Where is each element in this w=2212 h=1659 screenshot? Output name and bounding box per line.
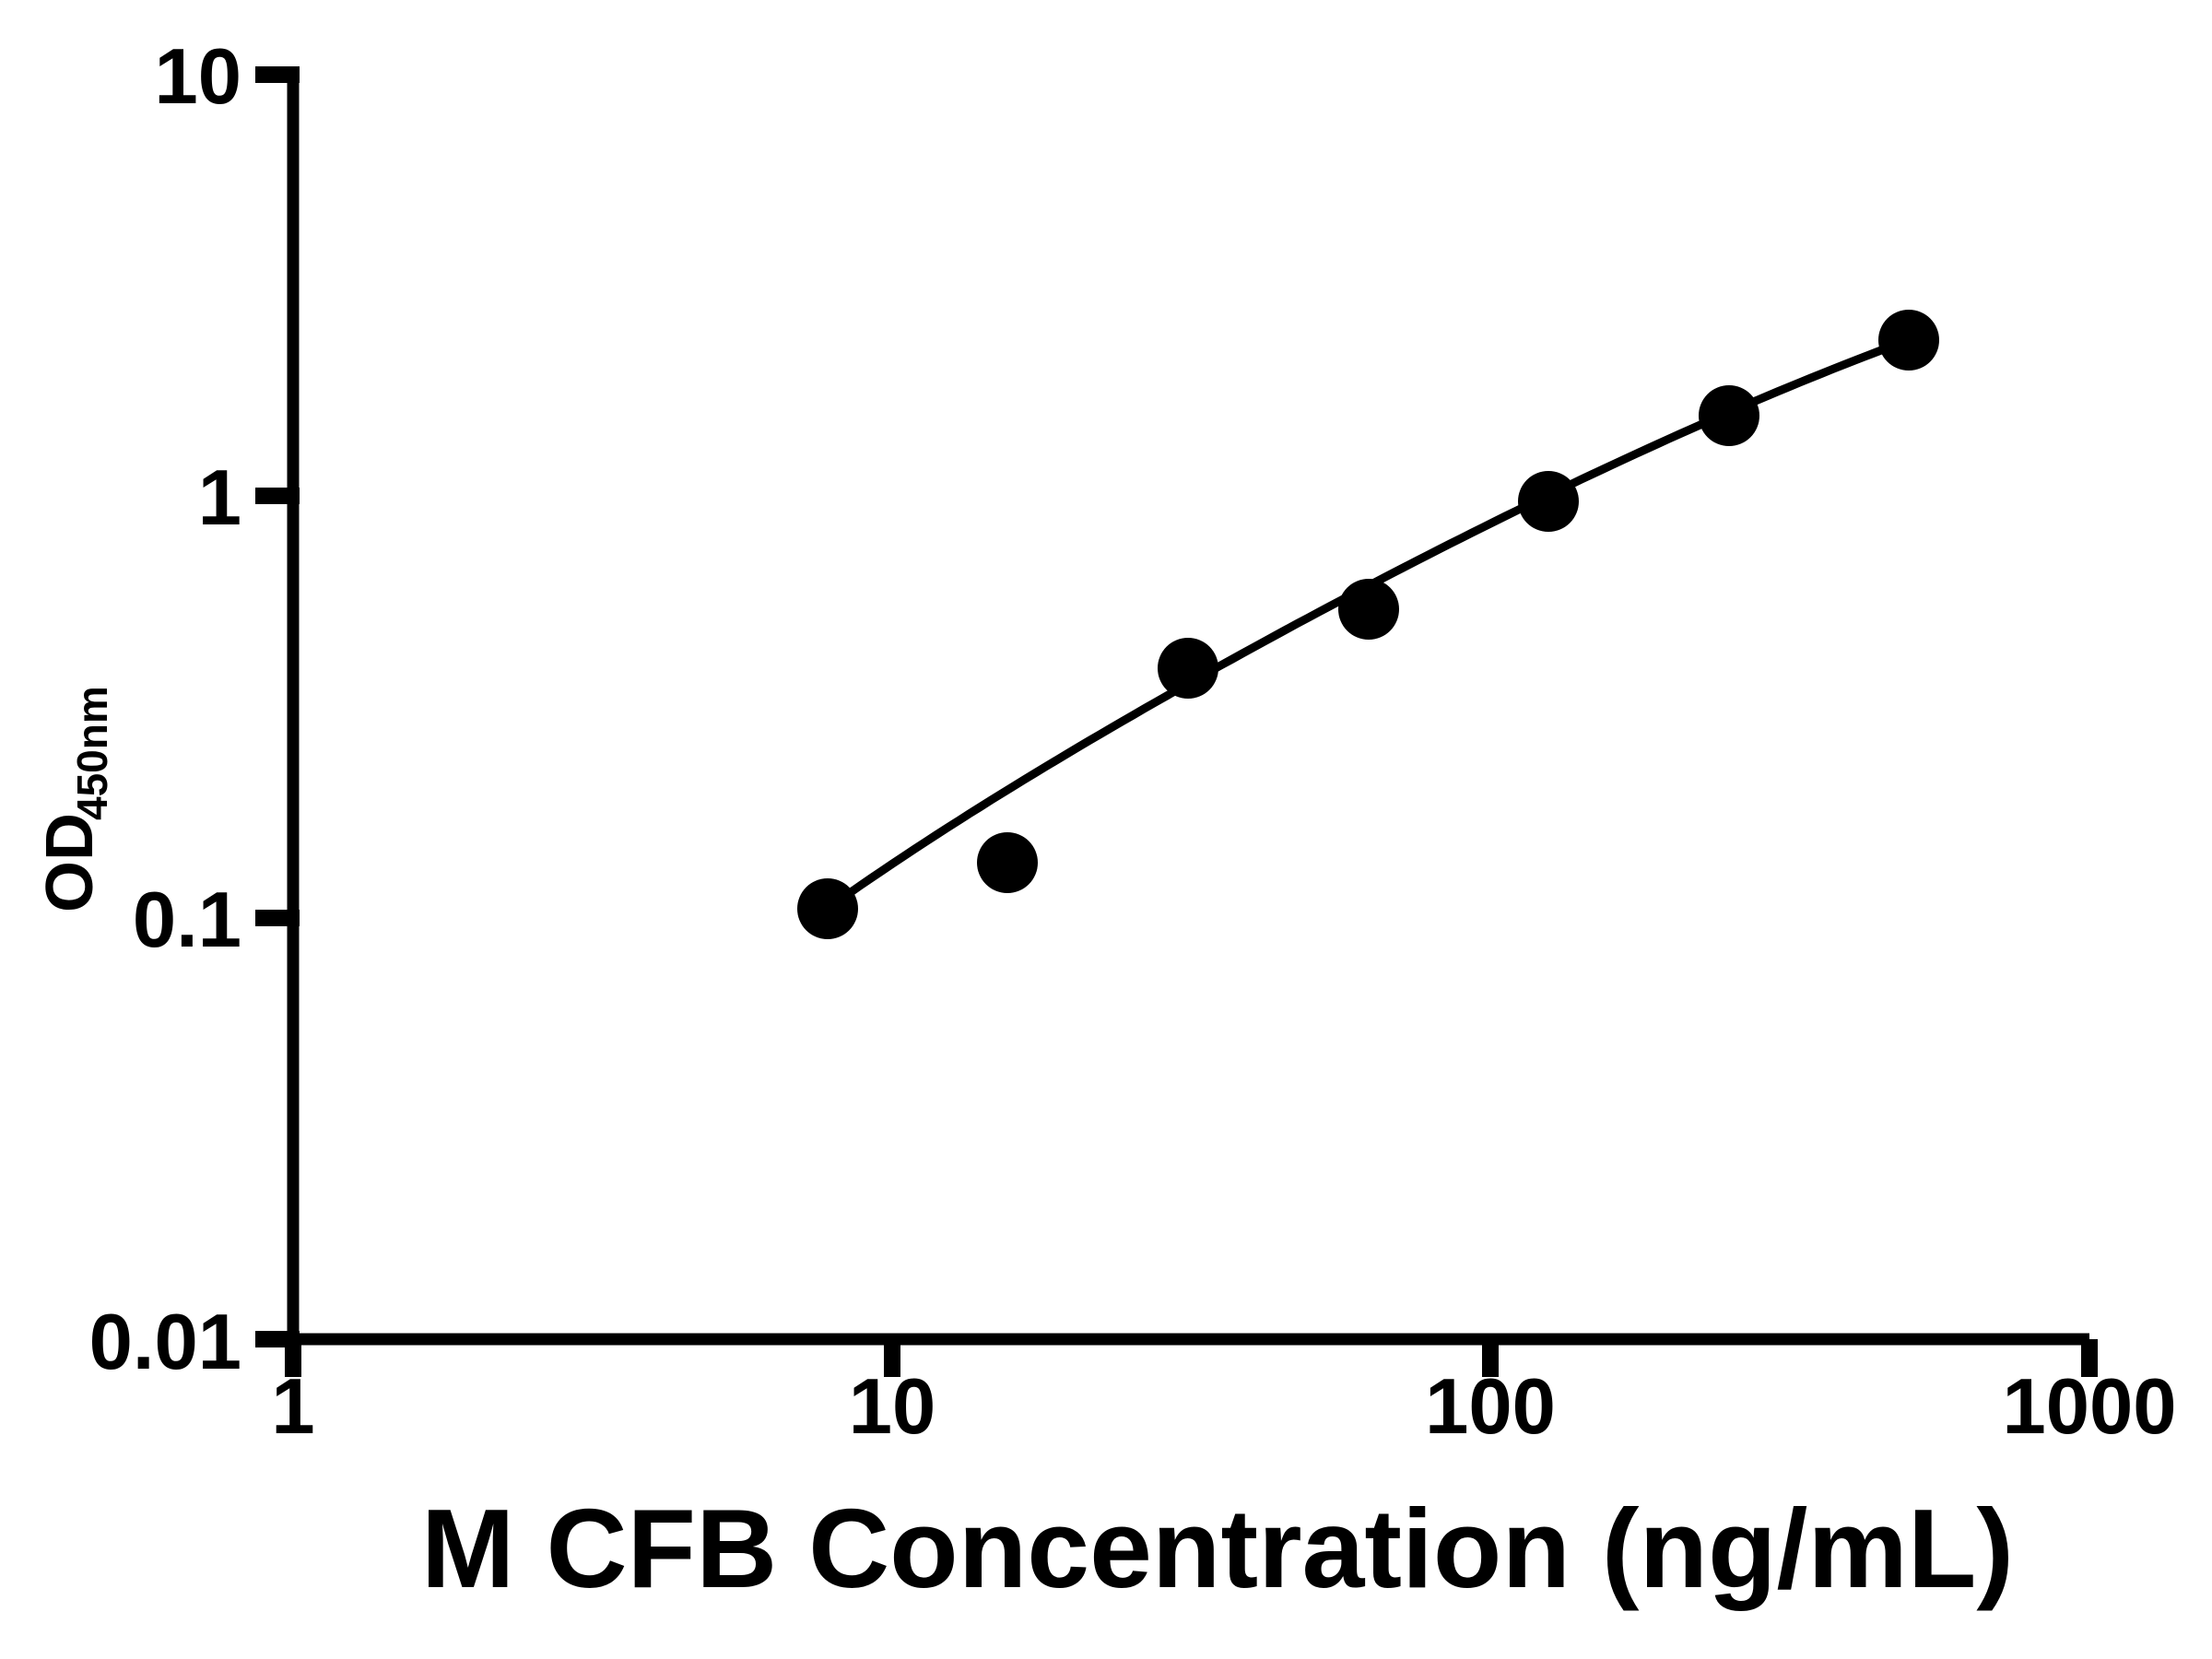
svg-text:0.1: 0.1 [133,877,241,964]
svg-text:OD: OD [33,813,107,912]
svg-text:0.01: 0.01 [89,1299,241,1386]
svg-text:10: 10 [849,1363,936,1451]
svg-text:10: 10 [154,33,241,121]
svg-text:450nm: 450nm [68,686,116,820]
svg-text:M CFB Concentration (ng/mL): M CFB Concentration (ng/mL) [421,1486,2014,1611]
svg-text:100: 100 [1425,1363,1556,1451]
svg-text:1: 1 [271,1363,314,1451]
svg-text:1000: 1000 [2002,1363,2176,1451]
svg-text:1: 1 [198,454,241,542]
